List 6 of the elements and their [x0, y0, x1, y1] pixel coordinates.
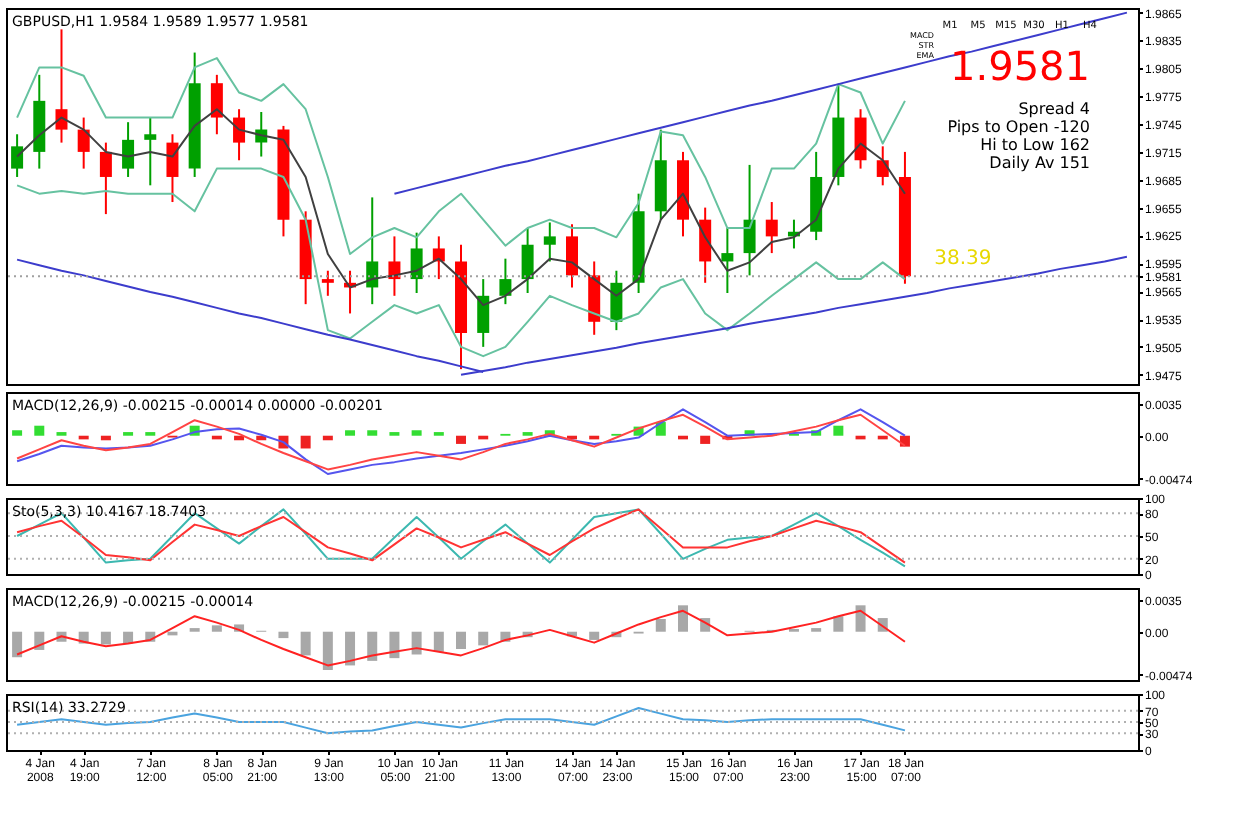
annotation: 38.39 — [934, 248, 992, 271]
annotation: Daily Av 151 — [989, 154, 1090, 172]
annotation: Spread 4 — [1018, 100, 1090, 118]
annotation: 1.9581 — [950, 42, 1090, 90]
annotation: Pips to Open -120 — [947, 118, 1090, 136]
annotation: Hi to Low 162 — [980, 136, 1090, 154]
